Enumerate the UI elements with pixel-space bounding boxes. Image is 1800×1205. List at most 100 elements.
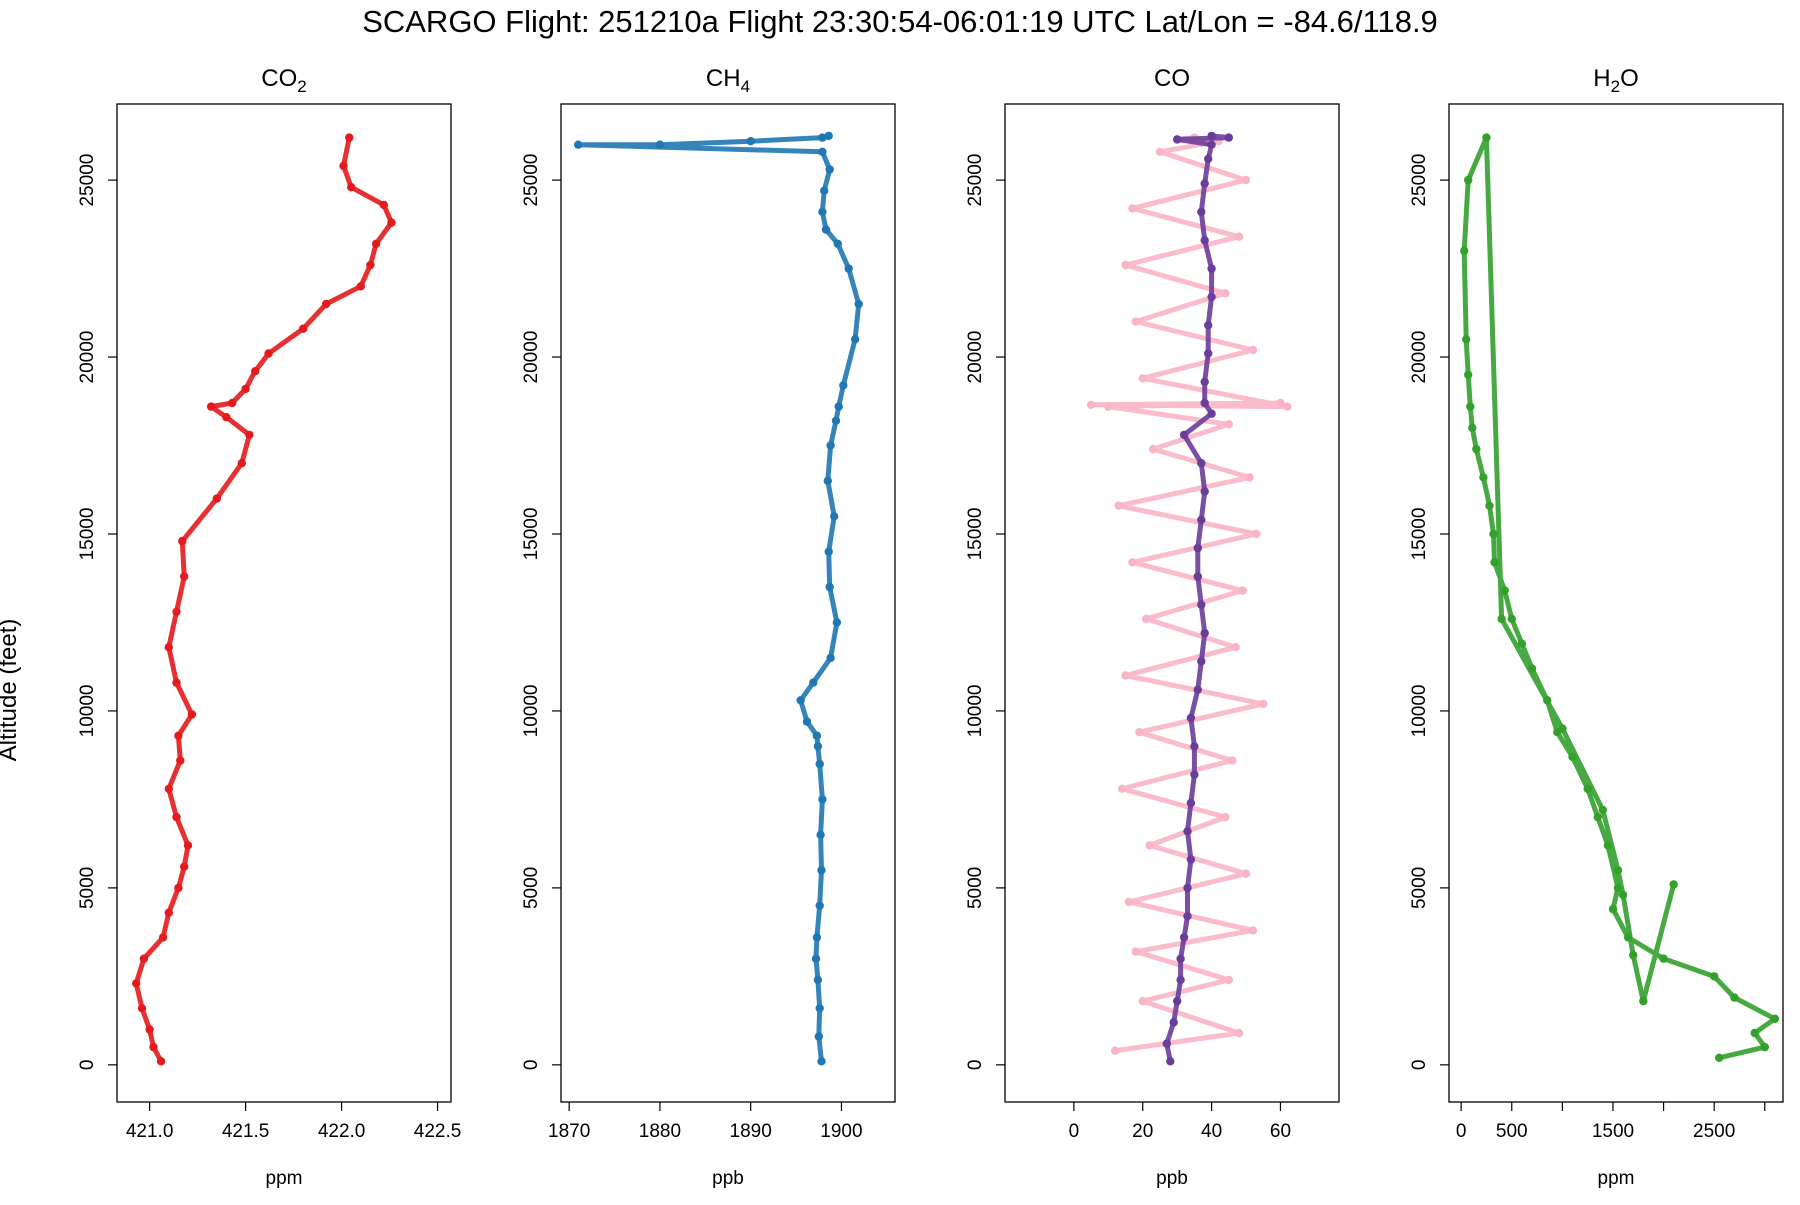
co-ytick-label: 10000 <box>965 685 986 738</box>
co-data-point <box>1186 798 1196 808</box>
h2o-data-point <box>1618 890 1628 900</box>
co2-data-point <box>241 384 250 394</box>
co2-ytick-label: 0 <box>77 1060 98 1071</box>
ch4-data-point <box>818 207 827 217</box>
ch4-data-point <box>834 402 843 411</box>
h2o-data-point <box>1543 696 1552 705</box>
co2-data-point <box>299 324 308 333</box>
h2o-data-point <box>1639 996 1648 1006</box>
h2o-data-point <box>1464 175 1473 185</box>
co2-panel-title: CO2 <box>261 65 306 96</box>
co2-data-point <box>366 260 375 270</box>
ch4-series-0 <box>574 131 863 1066</box>
co2-data-point <box>206 402 216 411</box>
co2-data-point <box>379 200 388 210</box>
co-data-point <box>1190 742 1199 751</box>
h2o-data-point <box>1730 993 1739 1002</box>
co-xtick-label: 40 <box>1201 1121 1222 1142</box>
h2o-data-point <box>1760 1042 1770 1052</box>
ch4-data-point <box>823 476 832 486</box>
h2o-data-point <box>1489 529 1498 539</box>
co2-xtick-label: 422.0 <box>318 1121 366 1142</box>
co-panel-title: CO <box>1154 65 1190 92</box>
co2-data-point <box>251 367 260 376</box>
co2-series-0 <box>132 133 396 1066</box>
co-data-point <box>1283 402 1292 411</box>
co-data-point <box>1259 699 1268 709</box>
h2o-data-point <box>1462 335 1471 344</box>
ch4-data-point <box>817 1057 826 1066</box>
ch4-data-point <box>802 717 812 726</box>
co2-data-point <box>387 218 396 227</box>
co-data-point <box>1241 869 1251 878</box>
co2-data-point <box>339 161 348 171</box>
h2o-panel-title: H2O <box>1593 65 1638 96</box>
h2o-data-point <box>1472 444 1481 454</box>
co-data-point <box>1245 473 1254 482</box>
co-data-point <box>1276 398 1285 408</box>
co2-data-point <box>356 282 365 291</box>
co-data-point <box>1204 321 1213 330</box>
h2o-xtick-label: 2500 <box>1693 1121 1735 1142</box>
co-xaxis-title: ppb <box>1156 1168 1188 1189</box>
co-data-point <box>1183 827 1192 836</box>
ch4-ytick-label: 15000 <box>521 508 542 561</box>
h2o-ytick-label: 25000 <box>1409 154 1430 207</box>
h2o-data-point <box>1500 586 1509 595</box>
ch4-series-line <box>575 133 862 1064</box>
co-data-point <box>1197 459 1206 468</box>
co2-xaxis-title: ppm <box>266 1168 303 1189</box>
h2o-data-point <box>1479 473 1488 482</box>
co-data-point <box>1173 996 1182 1006</box>
ch4-data-point <box>824 547 833 556</box>
ch4-data-point <box>811 954 821 963</box>
co2-data-point <box>264 349 273 358</box>
co2-data-point <box>187 710 197 719</box>
h2o-data-point <box>1750 1028 1759 1038</box>
ch4-data-point <box>796 696 805 705</box>
co-data-point <box>1121 671 1130 680</box>
co2-data-point <box>212 494 221 503</box>
co2-data-point <box>222 413 231 422</box>
h2o-ytick-label: 20000 <box>1409 331 1430 384</box>
main-title: SCARGO Flight: 251210a Flight 23:30:54-0… <box>362 4 1438 39</box>
co-data-point <box>1193 685 1203 694</box>
co-data-point <box>1224 975 1234 985</box>
co2-xtick-label: 422.5 <box>414 1121 462 1142</box>
ch4-data-point <box>817 866 826 875</box>
co2-data-point <box>180 572 189 581</box>
ch4-data-point <box>831 416 841 425</box>
co2-ytick-label: 25000 <box>77 154 98 207</box>
h2o-data-point <box>1497 614 1506 624</box>
ch4-data-point <box>813 975 823 985</box>
co-data-point <box>1193 543 1203 553</box>
co2-data-point <box>345 133 354 142</box>
ch4-plot-frame <box>560 103 896 1103</box>
ch4-data-point <box>839 381 848 390</box>
h2o-data-point <box>1466 402 1475 411</box>
co-data-point <box>1169 1018 1178 1027</box>
co-data-point <box>1131 947 1141 956</box>
h2o-data-point <box>1770 1014 1780 1023</box>
h2o-data-point <box>1669 880 1678 889</box>
co2-data-point <box>132 979 141 988</box>
co-data-point <box>1124 897 1134 907</box>
co2-data-point <box>172 607 181 616</box>
co2-ytick-label: 10000 <box>77 685 98 738</box>
co-data-point <box>1128 558 1137 567</box>
co2-data-point <box>164 643 173 652</box>
ch4-xtick-label: 1890 <box>730 1121 772 1142</box>
co-data-point <box>1231 643 1240 652</box>
co2-data-point <box>322 299 331 309</box>
co-ytick-label: 20000 <box>965 331 986 384</box>
co2-data-point <box>145 1025 154 1034</box>
co2-data-point <box>164 784 173 793</box>
co2-data-point <box>183 841 193 850</box>
co-data-point <box>1234 232 1244 241</box>
co-data-point <box>1117 784 1127 793</box>
co2-panel: CO2 0 5000 10000 15000 20000 25000 421.0 421.5 42… <box>77 65 461 1189</box>
ch4-data-point <box>814 1032 823 1041</box>
co-data-point <box>1179 430 1189 440</box>
co-data-point <box>1176 954 1185 963</box>
